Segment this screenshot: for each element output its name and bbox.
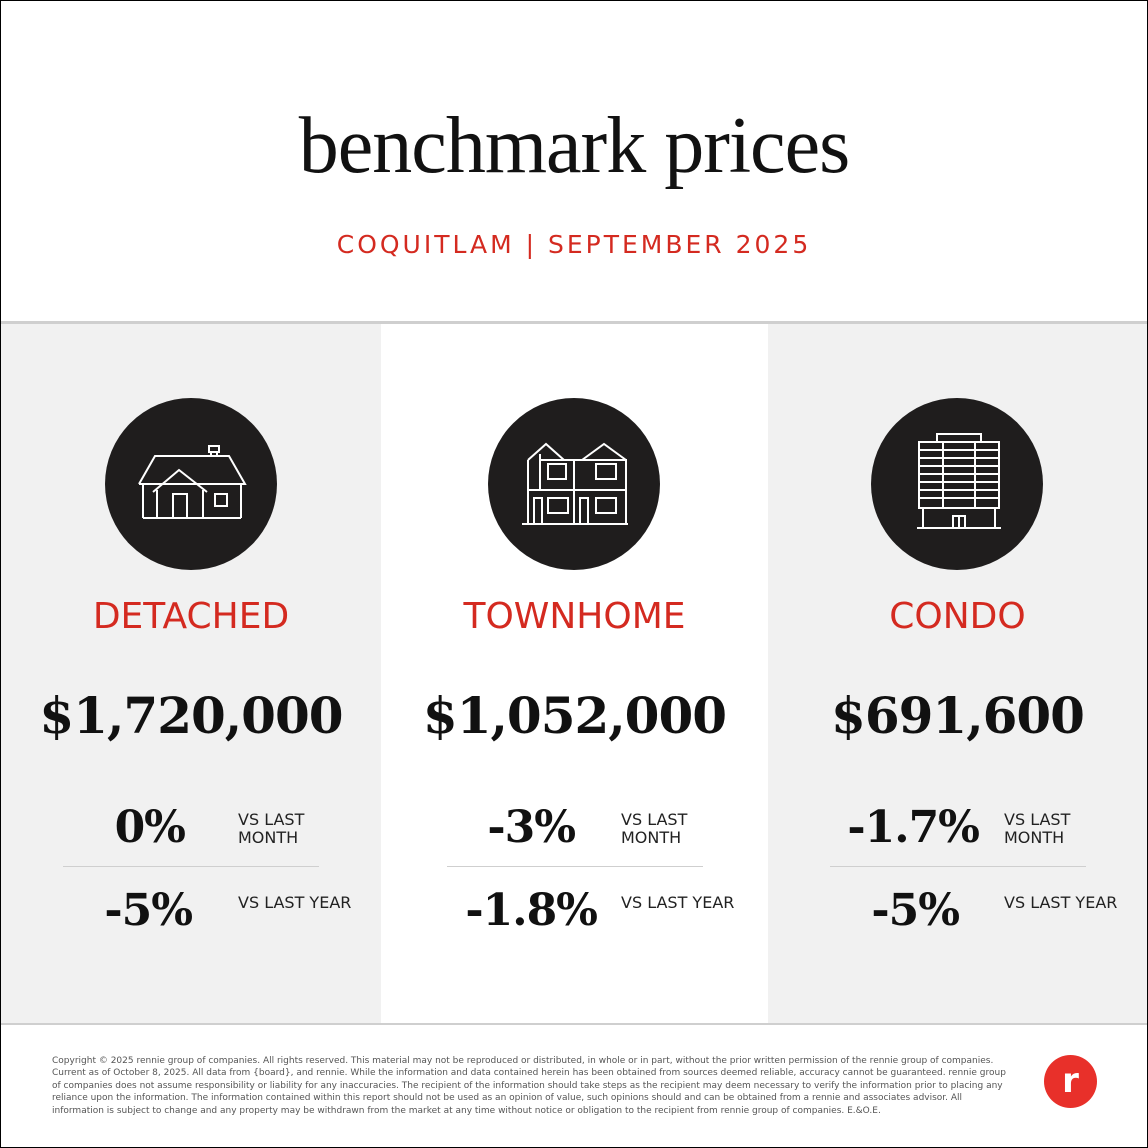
detached-house-icon <box>105 398 277 570</box>
year-change-value: -1.8% <box>465 885 598 936</box>
property-type-label: TOWNHOME <box>463 596 686 637</box>
footer-divider <box>1 1023 1147 1025</box>
page-title: benchmark prices <box>298 102 850 190</box>
stat-divider <box>63 866 319 867</box>
stat-divider <box>830 866 1086 867</box>
detached-column: DETACHED $1,720,000 0% VS LAST MONTH -5%… <box>1 324 381 1023</box>
month-change-label: VS LAST MONTH <box>1004 810 1071 847</box>
year-change-value: -5% <box>104 885 193 936</box>
benchmark-price: $1,720,000 <box>39 686 343 745</box>
month-change-value: 0% <box>114 802 186 853</box>
month-change-value: -1.7% <box>847 802 980 853</box>
benchmark-price: $1,052,000 <box>422 686 727 745</box>
condo-column: CONDO $691,600 -1.7% VS LAST MONTH -5% V… <box>768 324 1147 1023</box>
month-change-label: VS LAST MONTH <box>621 810 688 847</box>
year-change-label: VS LAST YEAR <box>621 893 735 912</box>
condo-building-icon <box>871 398 1043 570</box>
month-change-value: -3% <box>487 802 576 853</box>
logo-letter: r <box>1062 1061 1079 1101</box>
townhome-column: TOWNHOME $1,052,000 -3% VS LAST MONTH -1… <box>381 324 768 1023</box>
property-type-label: DETACHED <box>92 596 290 637</box>
header-divider <box>1 321 1147 324</box>
year-change-label: VS LAST YEAR <box>238 893 352 912</box>
townhome-icon <box>488 398 660 570</box>
copyright-disclaimer: Copyright © 2025 rennie group of compani… <box>52 1056 1006 1116</box>
stat-divider <box>447 866 703 867</box>
benchmark-price: $691,600 <box>831 686 1085 745</box>
rennie-logo: r <box>1044 1055 1097 1108</box>
page-subtitle: COQUITLAM | SEPTEMBER 2025 <box>336 230 812 259</box>
property-type-label: CONDO <box>889 596 1026 637</box>
year-change-value: -5% <box>871 885 960 936</box>
header: benchmark prices COQUITLAM | SEPTEMBER 2… <box>1 1 1147 321</box>
year-change-label: VS LAST YEAR <box>1004 893 1118 912</box>
month-change-label: VS LAST MONTH <box>238 810 305 847</box>
